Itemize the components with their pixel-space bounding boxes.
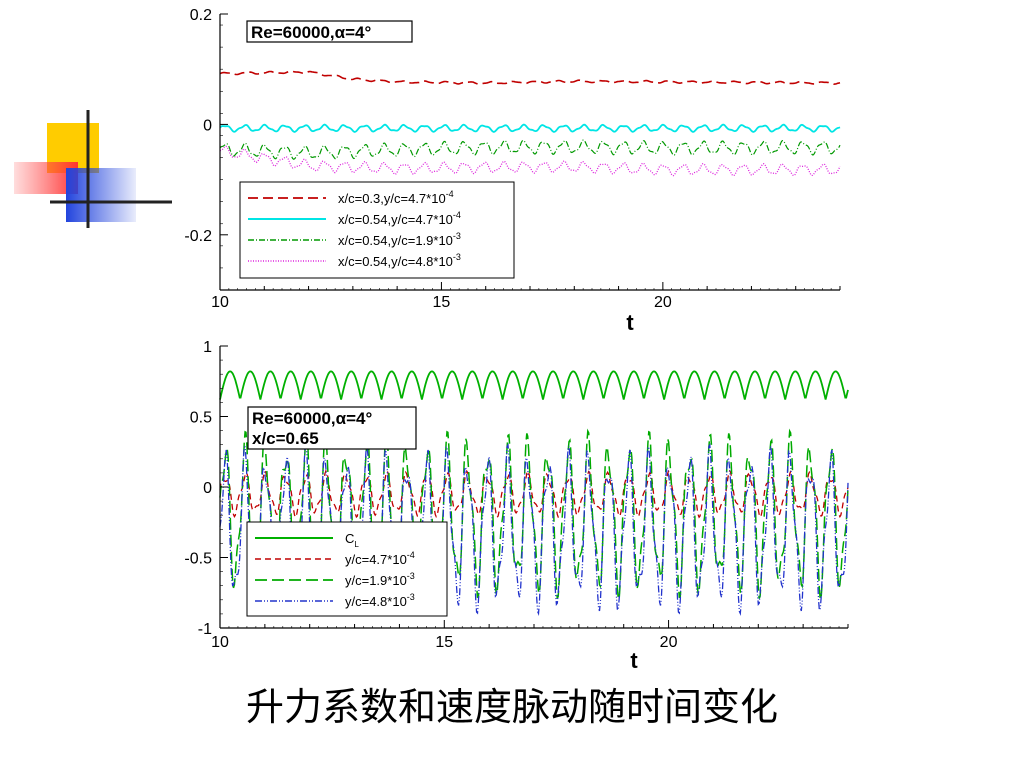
x-axis-label: t	[626, 310, 634, 335]
blue-square	[66, 168, 136, 222]
legend-label: x/c=0.54,y/c=1.9*10-3	[338, 231, 461, 248]
x-tick-label: 20	[654, 294, 672, 311]
legend-label: y/c=4.8*10-3	[345, 592, 415, 609]
series-line-3	[219, 139, 841, 160]
chart-2: 10 15 20-1-0.500.51tRe=60000,α=4°x/c=0.65C…	[184, 339, 849, 673]
series-line-2	[219, 469, 849, 519]
x-tick-label: 10	[211, 294, 229, 311]
x-tick-label: 15	[433, 294, 451, 311]
series-line-1	[219, 370, 849, 400]
annotation-text: Re=60000,α=4°	[252, 409, 372, 428]
legend-label: y/c=4.7*10-4	[345, 550, 415, 567]
y-tick-label: -1	[198, 621, 212, 638]
y-tick-label: -0.2	[184, 228, 212, 245]
series-line-4	[219, 443, 849, 617]
y-tick-label: 0.2	[190, 7, 212, 24]
y-tick-label: 0.5	[190, 410, 212, 427]
y-tick-label: 0	[203, 480, 212, 497]
annotation-text-2: x/c=0.65	[252, 429, 319, 448]
annotation-text: Re=60000,α=4°	[251, 23, 371, 42]
x-axis-label: t	[630, 648, 638, 673]
x-tick-label: 10	[211, 634, 229, 651]
legend-label: x/c=0.54,y/c=4.8*10-3	[338, 252, 461, 269]
series-line-2	[219, 123, 841, 133]
y-tick-label: -0.5	[184, 551, 212, 568]
legend-label: x/c=0.3,y/c=4.7*10-4	[338, 189, 454, 206]
legend-label: x/c=0.54,y/c=4.7*10-4	[338, 210, 461, 227]
y-tick-label: 1	[203, 339, 212, 356]
slide-decoration	[14, 110, 172, 228]
series-line-1	[219, 70, 841, 86]
x-tick-label: 20	[660, 634, 678, 651]
slide-caption: 升力系数和速度脉动随时间变化	[245, 685, 778, 729]
legend-label: y/c=1.9*10-3	[345, 571, 415, 588]
y-tick-label: 0	[203, 117, 212, 134]
chart-1: 10 15 20 -0.2 0 0.2 t Re=60000,α=4° x/c=0.3,y/c=…	[184, 7, 841, 335]
annotation-box	[246, 20, 413, 43]
x-tick-label: 15	[435, 634, 453, 651]
series-line-4	[219, 145, 841, 177]
annotation-box	[247, 406, 417, 450]
